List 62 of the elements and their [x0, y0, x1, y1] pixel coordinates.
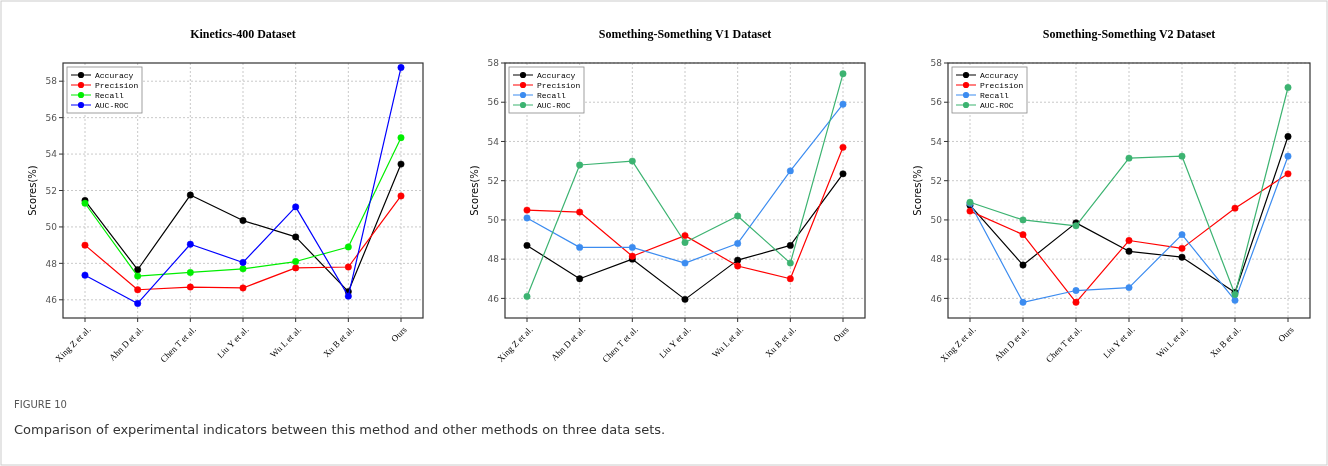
y-tick-label: 50 [487, 215, 500, 226]
y-tick-label: 48 [930, 254, 943, 265]
y-tick-label: 50 [45, 222, 58, 233]
y-tick-label: 58 [930, 58, 943, 69]
y-tick-label: 46 [930, 293, 943, 304]
x-tick-label: Xing Z et al. [53, 324, 93, 364]
x-tick-label: Xing Z et al. [938, 324, 978, 364]
legend-label: Precision [95, 80, 139, 90]
x-tick-label: Wu L et al. [710, 324, 746, 360]
y-tick-label: 56 [45, 112, 58, 123]
y-tick-label: 58 [45, 76, 58, 87]
x-tick-label: Ours [389, 324, 409, 345]
legend-label: Recall [95, 90, 124, 100]
y-axis-title: Scores(%) [912, 165, 923, 216]
x-tick-label: Ahn D et al. [992, 324, 1031, 363]
x-tick-label: Wu L et al. [268, 324, 304, 360]
y-tick-label: 52 [487, 175, 499, 186]
x-tick-label: Chen T et al. [158, 324, 198, 365]
x-tick-label: Xu B et al. [321, 324, 356, 360]
y-tick-label: 46 [487, 293, 500, 304]
legend-label: Recall [537, 90, 566, 100]
x-tick-label: Liu Y et al. [657, 324, 693, 361]
legend-label: Accuracy [95, 70, 134, 80]
y-tick-label: 48 [45, 258, 58, 269]
y-tick-label: 58 [487, 58, 500, 69]
legend-label: AUC-ROC [980, 100, 1014, 110]
chart-title: Something-Something V2 Dataset [1042, 27, 1216, 41]
x-tick-label: Liu Y et al. [1101, 324, 1137, 361]
x-tick-label: Ours [1276, 324, 1296, 345]
caption: FIGURE 10 [14, 399, 67, 410]
y-axis-title: Scores(%) [27, 165, 38, 216]
x-tick-label: Chen T et al. [1043, 324, 1084, 365]
y-tick-label: 52 [930, 175, 942, 186]
x-tick-label: Xing Z et al. [495, 324, 535, 364]
y-tick-label: 52 [45, 185, 57, 196]
x-tick-label: Liu Y et al. [215, 324, 251, 361]
y-tick-label: 46 [45, 294, 58, 305]
y-tick-label: 54 [45, 149, 58, 160]
y-tick-label: 48 [487, 254, 500, 265]
x-tick-label: Ours [831, 324, 851, 345]
chart-title: Kinetics-400 Dataset [190, 27, 296, 41]
y-axis-title: Scores(%) [469, 165, 480, 216]
text: Comparison of experimental indicators between this method and other methods on three data sets. [14, 422, 666, 437]
y-tick-label: 54 [930, 136, 943, 147]
legend-label: Precision [537, 80, 581, 90]
legend-label: AUC-ROC [537, 100, 571, 110]
y-tick-label: 50 [930, 215, 943, 226]
legend-label: AUC-ROC [95, 100, 129, 110]
y-tick-label: 56 [487, 97, 500, 108]
legend-label: Accuracy [980, 70, 1019, 80]
legend-label: Accuracy [537, 70, 576, 80]
x-tick-label: Chen T et al. [600, 324, 640, 365]
x-tick-label: Wu L et al. [1154, 324, 1190, 360]
legend-label: Precision [980, 80, 1024, 90]
legend-label: Recall [980, 90, 1009, 100]
x-tick-label: Xu B et al. [763, 324, 798, 360]
x-tick-label: Ahn D et al. [107, 324, 146, 363]
chart-title: Something-Something V1 Dataset [598, 27, 772, 41]
x-tick-label: Xu B et al. [1207, 324, 1243, 360]
y-tick-label: 56 [930, 97, 943, 108]
x-tick-label: Ahn D et al. [549, 324, 588, 363]
y-tick-label: 54 [487, 136, 500, 147]
